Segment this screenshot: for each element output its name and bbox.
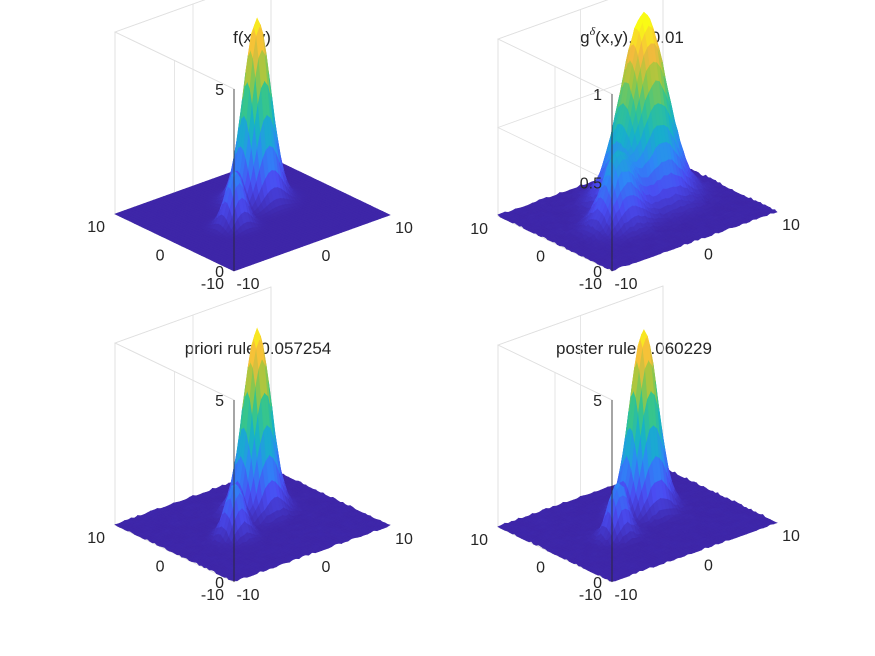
title-g-letter: g — [580, 28, 589, 47]
gridline-z — [113, 0, 235, 90]
y-tick-label: 0 — [536, 249, 545, 266]
title-g-args: (x,y), — [595, 28, 633, 47]
z-tick-label: 0.5 — [580, 176, 602, 193]
y-tick-label: 0 — [156, 248, 165, 265]
x-tick-label: -10 — [614, 276, 637, 293]
z-tick-label: 0 — [215, 264, 224, 281]
y-tick-label: 10 — [470, 221, 488, 238]
x-tick-label: 0 — [322, 248, 331, 265]
z-tick-label: 5 — [215, 82, 224, 99]
x-tick-label: 10 — [395, 220, 413, 237]
x-tick-label: 0 — [704, 247, 713, 264]
z-tick-label: 1 — [593, 87, 602, 104]
x-tick-label: -10 — [236, 276, 259, 293]
z-tick-label: 0 — [593, 264, 602, 281]
x-tick-label: 10 — [782, 217, 800, 234]
y-tick-label: 10 — [87, 219, 105, 236]
